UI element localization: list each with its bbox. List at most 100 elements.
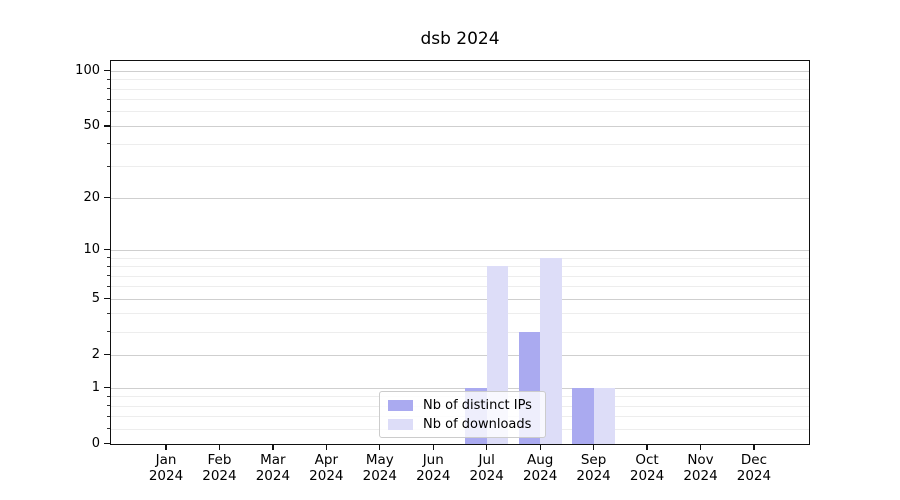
x-tick-mark <box>325 445 327 450</box>
x-tick-label: Oct 2024 <box>615 452 679 484</box>
x-tick-month: Dec <box>740 452 767 468</box>
gridline-major <box>110 443 810 445</box>
y-tick-mark <box>104 298 110 300</box>
x-tick-year: 2024 <box>522 468 558 484</box>
x-tick-month: Feb <box>207 452 232 468</box>
y-tick-label: 20 <box>83 189 100 205</box>
y-minor-tick-mark <box>106 257 110 258</box>
y-tick-label: 10 <box>83 241 100 257</box>
legend-item-downloads: Nb of downloads <box>380 417 545 432</box>
x-tick-year: 2024 <box>416 468 451 484</box>
x-tick-month: Mar <box>260 452 286 468</box>
x-tick-month: Sep <box>580 452 607 468</box>
x-tick-label: Apr 2024 <box>294 452 358 484</box>
legend-label-distinct-ips: Nb of distinct IPs <box>423 397 532 413</box>
x-tick-label: Nov 2024 <box>669 452 733 484</box>
y-minor-tick-mark <box>106 88 110 90</box>
y-minor-tick-mark <box>106 312 110 314</box>
y-minor-tick-mark <box>106 285 110 287</box>
x-tick-mark <box>699 445 702 450</box>
x-tick-label: Aug 2024 <box>508 452 572 484</box>
x-tick-year: 2024 <box>469 468 504 484</box>
y-minor-tick-mark <box>106 110 110 112</box>
legend-swatch-downloads <box>388 418 413 430</box>
x-tick-month: Apr <box>314 452 339 468</box>
x-tick-label: Jul 2024 <box>455 452 519 484</box>
y-tick-mark <box>104 70 110 72</box>
x-tick-month: Nov <box>687 452 714 468</box>
x-tick-year: 2024 <box>683 468 718 484</box>
x-tick-mark <box>165 445 167 450</box>
gridline-minor <box>110 88 810 90</box>
gridline-minor <box>110 111 810 113</box>
y-minor-tick-mark <box>106 98 110 100</box>
gridline-minor <box>110 275 810 277</box>
x-tick-month: Jul <box>478 452 495 468</box>
x-tick-label: Jun 2024 <box>401 452 465 484</box>
gridline-major <box>110 298 810 300</box>
gridline-major <box>110 387 810 389</box>
x-tick-month: Jun <box>422 452 444 468</box>
x-tick-year: 2024 <box>736 468 772 484</box>
y-tick-label: 50 <box>83 117 100 133</box>
gridline-minor <box>110 143 810 145</box>
x-tick-mark <box>539 445 541 450</box>
y-minor-tick-mark <box>106 331 110 333</box>
x-tick-year: 2024 <box>309 468 344 484</box>
y-tick-mark <box>104 249 110 251</box>
gridline-major <box>110 125 810 127</box>
x-tick-year: 2024 <box>362 468 397 484</box>
x-tick-label: Sep 2024 <box>562 452 626 484</box>
gridline-minor <box>110 331 810 333</box>
x-tick-label: Feb 2024 <box>187 452 251 484</box>
y-minor-tick-mark <box>106 395 110 397</box>
gridline-minor <box>110 286 810 288</box>
y-minor-tick-mark <box>106 265 110 267</box>
x-tick-year: 2024 <box>148 468 184 484</box>
y-minor-tick-mark <box>106 275 110 277</box>
gridline-minor <box>110 99 810 101</box>
y-tick-mark <box>104 386 110 389</box>
x-tick-mark <box>592 445 595 450</box>
gridline-minor <box>110 166 810 168</box>
bar-distinct-ips-sep <box>572 387 594 445</box>
plot-area <box>110 60 810 445</box>
y-minor-tick-mark <box>106 405 110 407</box>
x-tick-mark <box>753 445 755 450</box>
x-tick-mark <box>272 445 274 450</box>
x-tick-month: Oct <box>635 452 659 468</box>
y-tick-label: 2 <box>91 346 100 362</box>
legend-swatch-distinct-ips <box>388 399 413 411</box>
gridline-minor <box>110 266 810 267</box>
bar-downloads-sep <box>593 387 615 445</box>
y-minor-tick-mark <box>106 415 110 417</box>
x-tick-year: 2024 <box>629 468 665 484</box>
y-tick-label: 1 <box>91 379 100 395</box>
y-minor-tick-mark <box>106 165 110 167</box>
y-tick-label: 100 <box>75 62 100 78</box>
x-tick-label: Jan 2024 <box>134 452 198 484</box>
x-tick-mark <box>432 445 434 450</box>
y-tick-mark <box>104 354 110 356</box>
gridline-major <box>110 197 810 199</box>
y-minor-tick-mark <box>106 143 110 145</box>
y-tick-mark <box>104 442 110 445</box>
x-tick-month: Aug <box>526 452 554 468</box>
y-minor-tick-mark <box>106 78 110 80</box>
y-tick-mark <box>104 196 110 199</box>
x-tick-mark <box>379 445 381 450</box>
x-tick-year: 2024 <box>202 468 237 484</box>
x-tick-year: 2024 <box>576 468 611 484</box>
y-tick-label: 5 <box>91 290 100 306</box>
legend-label-downloads: Nb of downloads <box>423 416 532 432</box>
x-tick-label: May 2024 <box>348 452 412 484</box>
gridline-minor <box>110 313 810 315</box>
y-minor-tick-mark <box>106 428 110 430</box>
x-tick-year: 2024 <box>255 468 291 484</box>
gridline-major <box>110 249 810 251</box>
y-tick-label: 0 <box>91 435 100 451</box>
x-tick-label: Dec 2024 <box>722 452 786 484</box>
gridline-major <box>110 354 810 356</box>
x-tick-mark <box>218 445 221 450</box>
x-tick-month: May <box>365 452 394 468</box>
